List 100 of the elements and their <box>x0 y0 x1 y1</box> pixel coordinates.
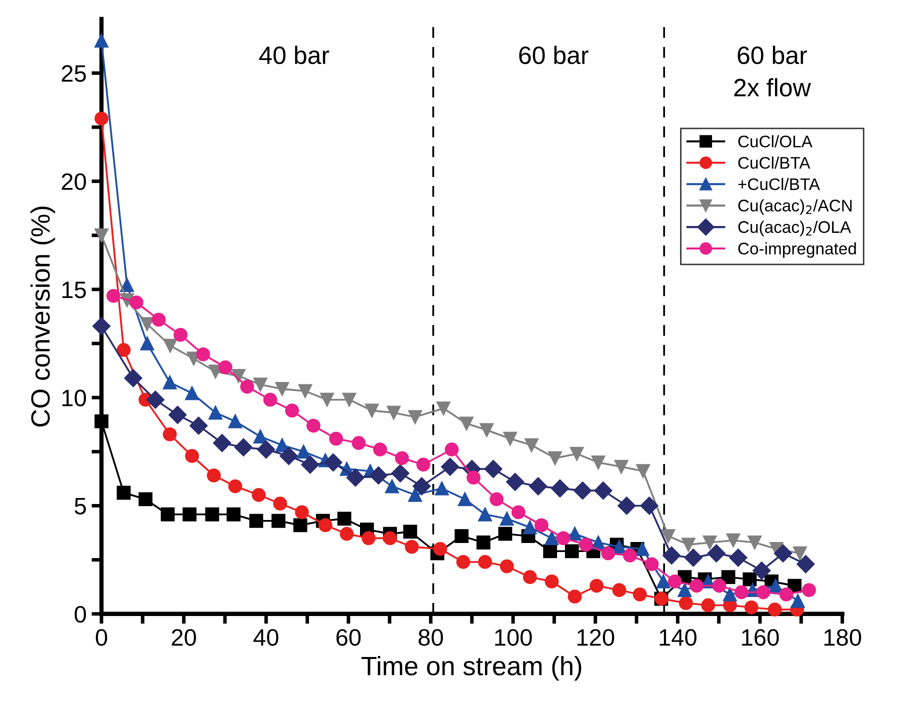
point <box>257 440 276 459</box>
point <box>456 555 470 569</box>
y-tick-label: 25 <box>62 65 86 82</box>
point <box>498 526 512 541</box>
point <box>253 378 268 392</box>
point <box>466 470 480 485</box>
point <box>458 492 472 506</box>
point <box>522 520 537 534</box>
point <box>106 288 120 303</box>
point <box>285 404 299 418</box>
point <box>301 456 320 474</box>
point <box>296 444 311 459</box>
x-tick-label: 0 <box>96 629 108 646</box>
point <box>362 531 376 546</box>
annotation: 40 bar <box>259 46 330 64</box>
y-tick-label: 0 <box>74 606 86 623</box>
point <box>476 536 490 550</box>
annotation: 60 bar <box>519 46 588 64</box>
point <box>564 544 579 558</box>
point <box>594 482 612 500</box>
point <box>228 414 242 428</box>
x-tick-label: 100 <box>495 629 532 646</box>
legend-label: Cu(acac)$_{2}$/OLA <box>738 220 852 236</box>
point <box>544 531 559 546</box>
point <box>373 442 388 456</box>
point <box>318 518 332 532</box>
point <box>152 312 166 327</box>
point <box>160 507 175 522</box>
point <box>590 578 604 593</box>
legend-label: CuCl/BTA <box>738 156 810 169</box>
point <box>548 451 562 466</box>
point <box>511 505 526 520</box>
point <box>346 468 364 487</box>
point <box>293 518 308 532</box>
point <box>614 460 628 474</box>
point <box>640 496 658 515</box>
point <box>120 278 134 292</box>
point <box>116 486 131 500</box>
point <box>779 587 794 602</box>
point <box>252 488 266 502</box>
point <box>632 587 647 602</box>
point <box>433 542 448 556</box>
point <box>503 432 518 446</box>
point <box>748 536 762 550</box>
x-tick-label: 80 <box>418 629 443 646</box>
point <box>752 562 771 580</box>
point <box>116 343 131 357</box>
point <box>205 507 220 522</box>
point <box>280 446 298 466</box>
point <box>94 34 108 48</box>
point <box>702 536 717 550</box>
point <box>635 542 650 556</box>
point <box>340 526 354 541</box>
point <box>329 432 344 446</box>
point <box>140 317 154 331</box>
point <box>182 507 196 522</box>
point <box>174 328 188 342</box>
point <box>273 496 288 511</box>
point <box>168 406 187 424</box>
point <box>441 458 460 476</box>
point <box>506 472 524 491</box>
point <box>802 583 816 598</box>
point <box>734 585 748 600</box>
point <box>434 481 449 496</box>
point <box>436 401 450 416</box>
point <box>701 598 716 612</box>
x-axis-title: Time on stream (h) <box>362 656 582 681</box>
y-tick-label: 10 <box>62 390 86 406</box>
x-tick-label: 120 <box>577 629 614 646</box>
point <box>249 514 264 528</box>
legend-label: CuCl/OLA <box>738 135 812 148</box>
legend-label: Co-impregnated <box>738 242 856 258</box>
point <box>383 531 397 546</box>
point <box>484 460 502 478</box>
legend-label: +CuCl/BTA <box>738 178 820 190</box>
point <box>796 555 815 574</box>
point <box>94 414 108 428</box>
point <box>272 514 286 528</box>
point <box>412 477 431 496</box>
y-tick-label: 5 <box>74 498 86 515</box>
point <box>774 544 792 562</box>
point <box>678 583 692 598</box>
point <box>792 546 807 560</box>
point <box>369 466 388 484</box>
y-axis-title: CO conversion (%) <box>30 206 56 427</box>
point <box>729 548 748 567</box>
point <box>385 479 399 494</box>
point <box>591 456 606 470</box>
point <box>574 482 592 500</box>
point <box>206 468 221 482</box>
point <box>756 585 770 600</box>
point <box>234 438 253 456</box>
point <box>130 295 144 310</box>
point <box>723 587 737 602</box>
point <box>140 336 154 350</box>
point <box>92 317 111 336</box>
point <box>218 360 232 374</box>
point <box>298 384 312 398</box>
point <box>568 590 582 604</box>
point <box>578 538 593 552</box>
